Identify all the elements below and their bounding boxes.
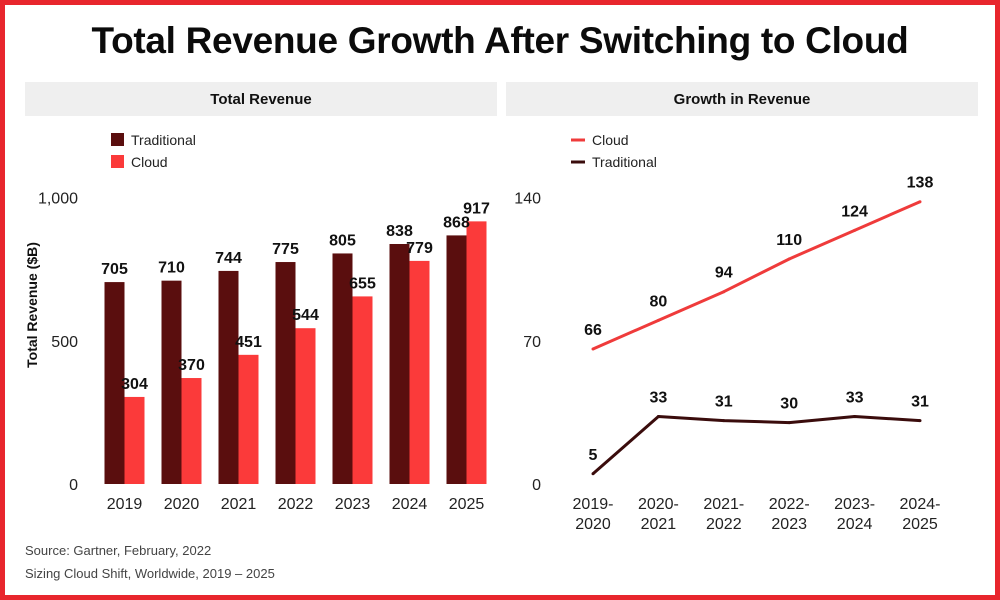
left-panel-header: Total Revenue — [25, 82, 497, 116]
data-label: 370 — [178, 357, 205, 374]
bar-traditional — [389, 243, 410, 484]
bar-cloud — [352, 296, 373, 484]
legend-label: Cloud — [131, 154, 168, 170]
data-point — [656, 318, 660, 322]
series-line-traditional — [592, 414, 921, 475]
data-label: 710 — [158, 260, 185, 277]
data-label: 775 — [272, 241, 299, 258]
dataset-note: Sizing Cloud Shift, Worldwide, 2019 – 20… — [25, 566, 275, 581]
x-tick-label: 2020 — [164, 496, 200, 513]
y-tick-label: 0 — [69, 477, 78, 494]
data-label: 5 — [589, 447, 598, 464]
data-label: 779 — [406, 240, 433, 257]
data-point — [853, 414, 857, 418]
data-point — [918, 200, 922, 204]
legend-label: Cloud — [592, 132, 629, 148]
source-note: Source: Gartner, February, 2022 — [25, 543, 212, 558]
data-label: 124 — [841, 203, 868, 220]
x-tick-label: 2023-2024 — [834, 496, 875, 533]
data-point — [722, 290, 726, 294]
data-label: 31 — [715, 394, 733, 411]
data-label: 304 — [121, 376, 148, 393]
y-axis-label: Total Revenue ($B) — [24, 242, 40, 368]
bar-cloud — [466, 221, 487, 484]
data-label: 705 — [101, 261, 128, 278]
y-tick-label: 0 — [532, 477, 541, 494]
x-tick-label: 2024-2025 — [900, 496, 941, 533]
x-tick-label: 2019-2020 — [573, 496, 614, 533]
bar-traditional — [446, 235, 467, 484]
y-tick-label: 1,000 — [38, 191, 78, 208]
data-point — [591, 347, 595, 351]
data-label: 655 — [349, 275, 376, 292]
data-label: 838 — [386, 223, 413, 240]
data-label: 744 — [215, 250, 242, 267]
bar-traditional — [332, 253, 353, 484]
y-tick-label: 500 — [51, 334, 78, 351]
bar-traditional — [275, 262, 296, 484]
data-point — [787, 421, 791, 425]
x-tick-label: 2022-2023 — [769, 496, 810, 533]
data-label: 30 — [780, 396, 798, 413]
right-panel-header: Growth in Revenue — [506, 82, 978, 116]
data-label: 94 — [715, 265, 733, 282]
data-label: 33 — [650, 389, 668, 406]
data-label: 805 — [329, 232, 356, 249]
chart-title: Total Revenue Growth After Switching to … — [91, 20, 909, 61]
x-tick-label: 2020-2021 — [638, 496, 679, 533]
x-tick-label: 2019 — [107, 496, 143, 513]
data-point — [787, 257, 791, 261]
data-label: 110 — [776, 232, 802, 249]
legend-label: Traditional — [131, 132, 196, 148]
x-tick-label: 2021-2022 — [703, 496, 744, 533]
series-line-cloud — [592, 200, 921, 351]
data-point — [918, 419, 922, 423]
data-label: 33 — [846, 389, 864, 406]
data-label: 31 — [911, 394, 929, 411]
data-label: 451 — [235, 334, 262, 351]
legend-swatch-cloud — [111, 155, 124, 168]
data-point — [853, 228, 857, 232]
bar-cloud — [295, 328, 316, 484]
data-point — [591, 472, 595, 476]
y-tick-label: 140 — [514, 191, 541, 208]
data-point — [722, 419, 726, 423]
bar-cloud — [181, 378, 202, 484]
data-label: 544 — [292, 307, 319, 324]
bar-cloud — [124, 396, 145, 484]
data-label: 868 — [443, 214, 470, 231]
data-label: 66 — [584, 322, 602, 339]
x-tick-label: 2024 — [392, 496, 428, 513]
x-tick-label: 2023 — [335, 496, 371, 513]
bar-traditional — [161, 280, 182, 484]
data-point — [656, 414, 660, 418]
legend-swatch-traditional — [111, 133, 124, 146]
x-tick-label: 2022 — [278, 496, 314, 513]
bar-cloud — [409, 260, 430, 484]
data-label: 138 — [907, 175, 934, 192]
data-label: 80 — [650, 293, 668, 310]
y-tick-label: 70 — [523, 334, 541, 351]
legend-label: Traditional — [592, 154, 657, 170]
x-tick-label: 2025 — [449, 496, 485, 513]
bar-traditional — [218, 270, 239, 484]
bar-cloud — [238, 354, 259, 484]
x-tick-label: 2021 — [221, 496, 257, 513]
data-label: 917 — [463, 200, 490, 217]
bar-traditional — [104, 282, 125, 484]
